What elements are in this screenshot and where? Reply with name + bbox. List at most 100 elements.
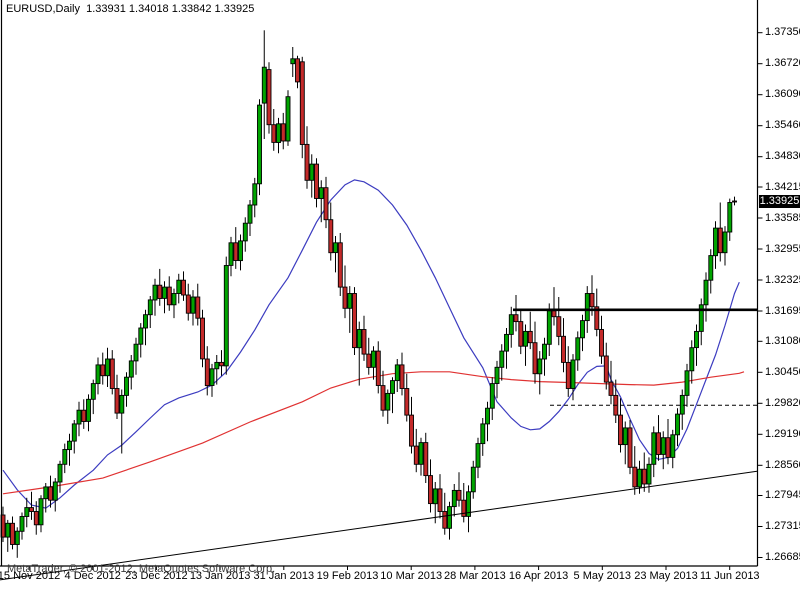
bearish-candle	[437, 488, 443, 512]
price-axis-label: 1.34215	[765, 180, 800, 193]
bullish-candle	[24, 507, 30, 517]
date-axis-label: 23 Dec 2012	[125, 570, 188, 582]
price-axis-label: 1.32325	[765, 273, 800, 286]
bullish-candle	[390, 380, 395, 394]
bullish-candle	[162, 286, 167, 299]
bullish-candle	[584, 293, 590, 322]
bullish-candle	[152, 284, 158, 301]
bullish-candle	[646, 463, 652, 485]
bullish-candle	[689, 347, 695, 372]
bullish-candle	[575, 337, 581, 361]
bullish-candle	[138, 327, 144, 345]
ma-slow-red	[2, 371, 745, 495]
bullish-candle	[285, 96, 291, 142]
bearish-candle	[461, 499, 467, 517]
bullish-candle	[371, 350, 376, 368]
bearish-candle	[375, 350, 381, 386]
bullish-candle	[124, 376, 129, 396]
bearish-candle	[641, 468, 647, 485]
bullish-candle	[356, 329, 362, 349]
ma-fast-blue	[2, 179, 740, 509]
bullish-candle	[57, 463, 63, 483]
bearish-candle	[233, 242, 239, 261]
price-axis-label: 1.26685	[765, 551, 800, 563]
bearish-candle	[532, 342, 538, 375]
bearish-candle	[114, 388, 120, 414]
bearish-candle	[266, 69, 272, 126]
bullish-candle	[580, 320, 585, 339]
bullish-candle	[133, 343, 139, 362]
copyright-text: MetaTrader, © 2001-2012, MetaQuotes Soft…	[7, 563, 276, 575]
bullish-candle	[43, 486, 49, 500]
bearish-candle	[594, 306, 600, 330]
bullish-candle	[128, 360, 134, 378]
price-axis-label: 1.37350	[765, 26, 800, 39]
bearish-candle	[428, 475, 433, 505]
price-axis-label: 1.30450	[765, 365, 800, 378]
bullish-candle	[475, 443, 481, 468]
price-axis-label: 1.28560	[765, 458, 800, 471]
bearish-candle	[10, 522, 15, 545]
date-axis-label: 13 Jan 2013	[189, 570, 251, 582]
bearish-candle	[185, 294, 191, 314]
price-axis-label: 1.31080	[765, 334, 800, 347]
bearish-candle	[219, 361, 224, 367]
date-axis-label: 4 Dec 2012	[64, 570, 121, 582]
bullish-candle	[176, 279, 182, 294]
chart-symbol-timeframe: EURUSD,Daily	[6, 3, 80, 15]
bearish-candle	[656, 432, 661, 455]
date-axis-label: 10 Mar 2013	[380, 570, 443, 582]
bearish-candle	[299, 61, 305, 145]
bearish-candle	[200, 317, 205, 360]
bullish-candle	[242, 222, 248, 242]
bullish-candle	[86, 398, 91, 422]
bearish-candle	[717, 227, 723, 254]
bearish-candle	[665, 437, 671, 458]
bearish-candle	[29, 507, 34, 512]
bearish-candle	[366, 353, 372, 368]
bearish-candle	[100, 364, 106, 377]
bullish-candle	[698, 304, 704, 332]
bullish-candle	[385, 392, 391, 411]
date-axis-label: 28 Mar 2013	[444, 570, 506, 582]
price-axis-label: 1.33585	[765, 211, 800, 224]
bullish-candle	[261, 66, 267, 104]
bullish-candle	[171, 293, 177, 306]
bullish-candle	[238, 240, 243, 262]
bullish-candle	[546, 310, 552, 345]
bullish-candle	[708, 255, 714, 281]
bullish-candle	[727, 202, 733, 233]
bullish-candle	[537, 358, 543, 375]
bullish-candle	[257, 104, 262, 185]
ascending-trendline[interactable]	[0, 470, 758, 581]
bullish-candle	[62, 449, 68, 465]
bearish-candle	[423, 442, 429, 477]
bearish-candle	[409, 414, 414, 447]
bearish-candle	[204, 358, 210, 387]
bearish-candle	[513, 314, 519, 323]
price-axis-label: 1.31695	[765, 304, 800, 317]
bullish-candle	[76, 409, 82, 425]
price-axis-label: 1.32955	[765, 242, 800, 255]
bullish-candle	[480, 423, 486, 445]
bearish-candle	[561, 335, 566, 363]
bullish-candle	[209, 368, 215, 386]
bearish-candle	[632, 466, 638, 488]
bearish-candle	[399, 364, 405, 389]
bullish-candle	[333, 242, 338, 254]
bullish-candle	[190, 296, 196, 314]
bullish-candle	[418, 442, 424, 465]
bullish-candle	[651, 432, 657, 465]
bullish-candle	[214, 361, 220, 370]
bearish-candle	[33, 511, 39, 526]
bearish-candle	[181, 279, 186, 296]
bearish-candle	[342, 286, 348, 309]
bearish-candle	[361, 329, 367, 355]
bearish-candle	[556, 316, 562, 337]
bullish-candle	[660, 437, 666, 455]
bullish-candle	[52, 481, 58, 501]
bearish-candle	[352, 293, 357, 349]
bullish-candle	[228, 242, 234, 266]
bearish-candle	[337, 242, 343, 288]
